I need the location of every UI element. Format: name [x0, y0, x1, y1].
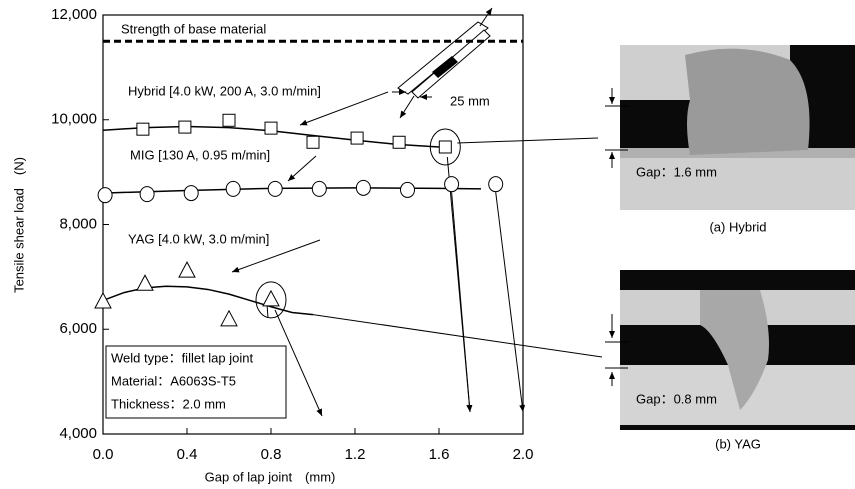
marker	[225, 180, 241, 197]
marker	[220, 309, 238, 327]
y-tick-label: 4,000	[59, 425, 97, 442]
x-tick-label: 0.4	[177, 446, 198, 463]
connector	[299, 91, 389, 126]
y-tick-label: 10,000	[51, 111, 97, 128]
marker	[438, 140, 452, 154]
connector	[457, 137, 599, 144]
connector	[274, 309, 323, 417]
micrograph-hybrid	[605, 45, 855, 210]
highlight-ring	[255, 281, 287, 319]
marker	[444, 176, 460, 193]
marker	[311, 180, 327, 197]
connector	[495, 192, 526, 413]
marker	[392, 135, 406, 149]
marker	[178, 120, 192, 134]
conditions-box	[105, 345, 287, 419]
marker	[222, 113, 236, 127]
condition: Thickness：2.0 mm	[111, 396, 226, 411]
connector	[287, 155, 317, 182]
fit-line	[102, 285, 314, 316]
connector	[231, 239, 321, 273]
marker	[94, 291, 112, 309]
micrograph-yag	[605, 270, 855, 430]
specimen-inset	[392, 7, 493, 119]
y-tick-label: 8,000	[59, 215, 97, 232]
fit-line	[102, 187, 482, 194]
series-label: Hybrid [4.0 kW, 200 A, 3.0 m/min]	[128, 83, 321, 98]
marker	[267, 180, 283, 197]
marker	[306, 135, 320, 149]
reference-label: Strength of base material	[121, 22, 266, 37]
y-tick-label: 12,000	[51, 6, 97, 23]
marker	[355, 179, 371, 196]
connector	[312, 314, 603, 358]
marker	[139, 186, 155, 203]
series-label: YAG [4.0 kW, 3.0 m/min]	[128, 231, 269, 246]
specimen-label: 25 mm	[450, 93, 490, 108]
x-tick-label: 0.8	[261, 446, 282, 463]
x-tick-label: 2.0	[513, 446, 534, 463]
gap-label: Gap：1.6 mm	[636, 164, 717, 179]
y-tick-label: 6,000	[59, 320, 97, 337]
marker	[178, 261, 196, 278]
x-axis-label: Gap of lap joint (mm)	[205, 469, 336, 484]
series-label: MIG [130 A, 0.95 m/min]	[130, 147, 270, 162]
condition: Weld type：fillet lap joint	[111, 350, 253, 365]
marker	[97, 187, 113, 204]
highlight-ring	[429, 128, 461, 166]
gap-label: Gap：0.8 mm	[636, 391, 717, 406]
marker	[264, 121, 278, 135]
marker	[350, 131, 364, 145]
marker	[183, 185, 199, 202]
marker	[136, 274, 154, 291]
micrograph-caption: (a) Hybrid	[709, 219, 766, 234]
marker	[400, 181, 415, 198]
x-tick-label: 1.2	[345, 446, 366, 463]
marker	[136, 122, 150, 136]
micrograph-caption: (b) YAG	[715, 436, 761, 451]
x-tick-label: 1.6	[429, 446, 450, 463]
marker	[488, 176, 504, 193]
condition: Material：A6063S-T5	[111, 373, 236, 388]
marker	[262, 289, 280, 307]
x-tick-label: 0.0	[93, 446, 114, 463]
connector	[451, 192, 473, 413]
y-axis-label: Tensile shear load (N)	[11, 157, 26, 293]
